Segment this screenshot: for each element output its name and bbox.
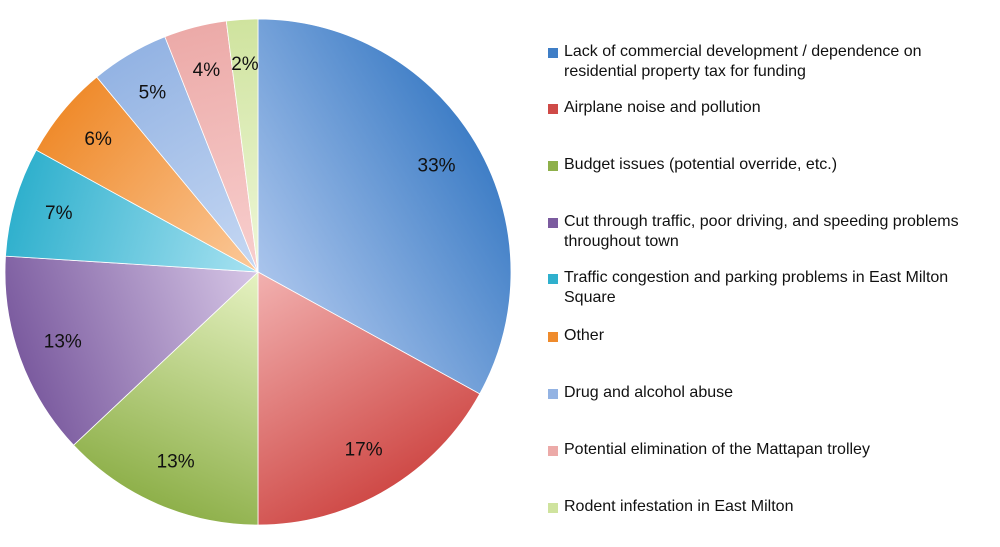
legend-item: Lack of commercial development / depende…: [548, 42, 998, 82]
legend-label: Airplane noise and pollution: [564, 99, 761, 116]
legend-swatch: [548, 104, 558, 114]
legend-swatch: [548, 161, 558, 171]
legend-label: Traffic congestion and parking problems …: [564, 269, 949, 306]
legend-swatch: [548, 332, 558, 342]
slice-value-label: 5%: [139, 82, 167, 103]
legend-item: Airplane noise and pollution: [548, 98, 998, 118]
legend-label: Lack of commercial development / depende…: [564, 43, 922, 80]
legend-item: Cut through traffic, poor driving, and s…: [548, 212, 998, 252]
pie-slice: [257, 271, 481, 526]
legend-label: Potential elimination of the Mattapan tr…: [564, 441, 870, 458]
pie-slice: [5, 149, 259, 273]
pie-slices: [4, 18, 512, 526]
slice-value-label: 2%: [231, 54, 259, 75]
pie-labels: 33% 17% 13% 13% 7% 6% 5% 4% 2%: [44, 54, 456, 472]
slice-value-label: 4%: [193, 60, 221, 81]
legend-label: Other: [564, 327, 605, 344]
slice-value-label: 6%: [84, 129, 112, 150]
legend-label: Budget issues (potential override, etc.): [564, 156, 838, 173]
legend-label: Rodent infestation in East Milton: [564, 498, 794, 515]
legend-swatch: [548, 389, 558, 399]
slice-value-label: 17%: [345, 440, 383, 461]
pie-chart: 33% 17% 13% 13% 7% 6% 5% 4% 2%: [4, 18, 512, 526]
slice-value-label: 33%: [418, 155, 456, 176]
pie-slice: [257, 18, 512, 395]
legend-item: Traffic congestion and parking problems …: [548, 268, 998, 308]
legend-swatch: [548, 503, 558, 513]
legend-item: Other: [548, 326, 998, 346]
legend-swatch: [548, 218, 558, 228]
slice-value-label: 7%: [45, 203, 73, 224]
legend-swatch: [548, 274, 558, 284]
legend-swatch: [548, 446, 558, 456]
legend-label: Drug and alcohol abuse: [564, 384, 734, 401]
legend-item: Potential elimination of the Mattapan tr…: [548, 440, 998, 460]
pie-slice: [225, 18, 259, 273]
legend-item: Rodent infestation in East Milton: [548, 497, 998, 517]
legend-item: Drug and alcohol abuse: [548, 383, 998, 403]
legend-label: Cut through traffic, poor driving, and s…: [564, 213, 959, 250]
legend-item: Budget issues (potential override, etc.): [548, 155, 998, 175]
slice-value-label: 13%: [44, 331, 82, 352]
legend-swatch: [548, 48, 558, 58]
pie-slice: [4, 255, 259, 446]
chart-legend: Lack of commercial development / depende…: [548, 0, 998, 547]
slice-value-label: 13%: [157, 451, 195, 472]
pie-slice: [73, 271, 259, 526]
